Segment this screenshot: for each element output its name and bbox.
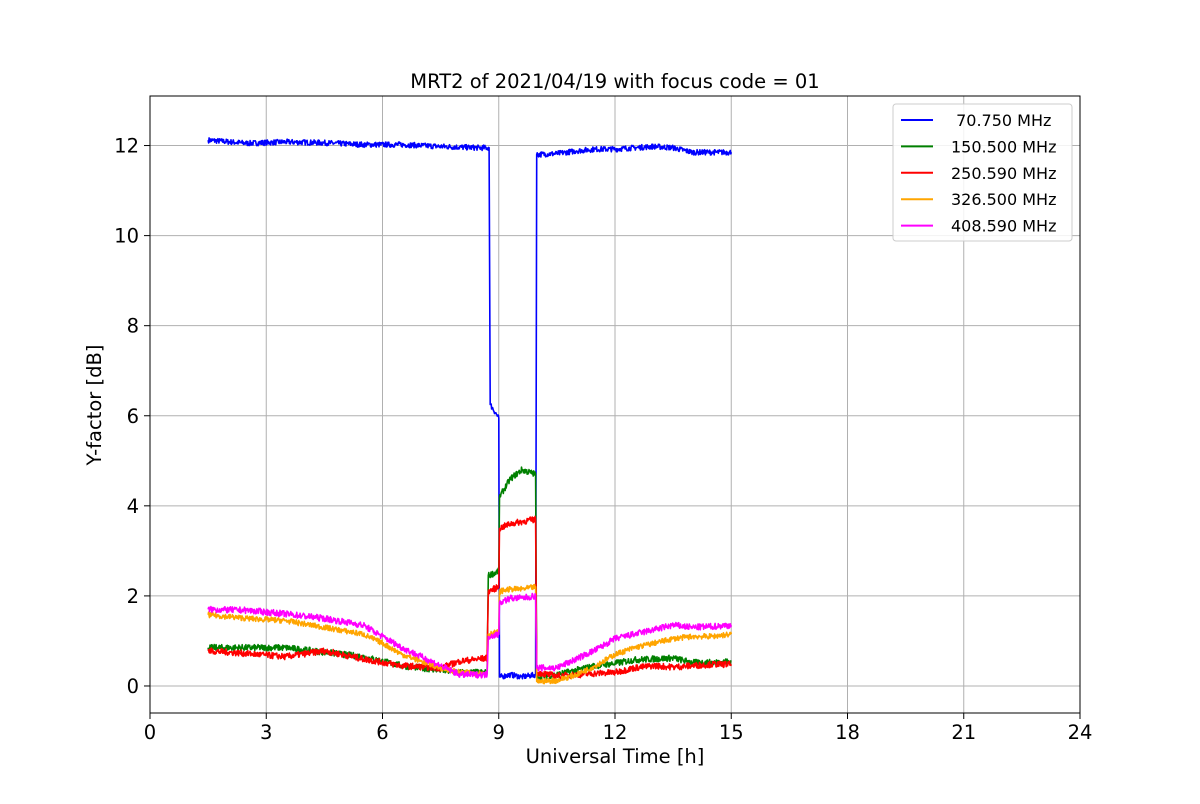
legend-label-2: 150.500 MHz <box>951 137 1056 156</box>
x-tick-label: 18 <box>835 721 860 744</box>
y-tick-label: 10 <box>114 225 139 248</box>
x-tick-label: 3 <box>260 721 272 744</box>
grid-lines <box>149 96 1081 713</box>
x-tick-label: 12 <box>603 721 628 744</box>
x-tick-label: 9 <box>493 721 505 744</box>
plot-area <box>207 137 733 685</box>
y-tick-label: 4 <box>127 495 139 518</box>
x-tick-label: 0 <box>144 721 156 744</box>
series-line-5 <box>207 592 733 679</box>
x-tick-label: 6 <box>376 721 388 744</box>
x-tick-label: 15 <box>719 721 744 744</box>
y-axis-label: Y-factor [dB] <box>83 345 106 467</box>
x-tick-label: 21 <box>951 721 976 744</box>
legend: 70.750 MHz 150.500 MHz 250.590 MHz 326.500 … <box>892 103 1073 242</box>
legend-label-5: 408.590 MHz <box>951 217 1056 236</box>
y-tick-label: 6 <box>127 405 139 428</box>
series-line-4 <box>207 583 733 685</box>
y-tick-label: 8 <box>127 315 139 338</box>
legend-label-4: 326.500 MHz <box>951 190 1056 209</box>
y-tick-label: 12 <box>114 135 139 158</box>
legend-box <box>892 103 1073 242</box>
y-tick-label: 2 <box>127 585 139 608</box>
series-line-2 <box>207 466 732 681</box>
series-line-1 <box>207 137 733 680</box>
x-axis-label: Universal Time [h] <box>526 745 705 768</box>
y-tick-label: 0 <box>127 675 139 698</box>
chart-title: MRT2 of 2021/04/19 with focus code = 01 <box>410 70 819 93</box>
series-line-3 <box>207 515 733 680</box>
legend-label-1: 70.750 MHz <box>951 111 1051 130</box>
legend-label-3: 250.590 MHz <box>951 164 1056 183</box>
x-tick-label: 24 <box>1068 721 1093 744</box>
